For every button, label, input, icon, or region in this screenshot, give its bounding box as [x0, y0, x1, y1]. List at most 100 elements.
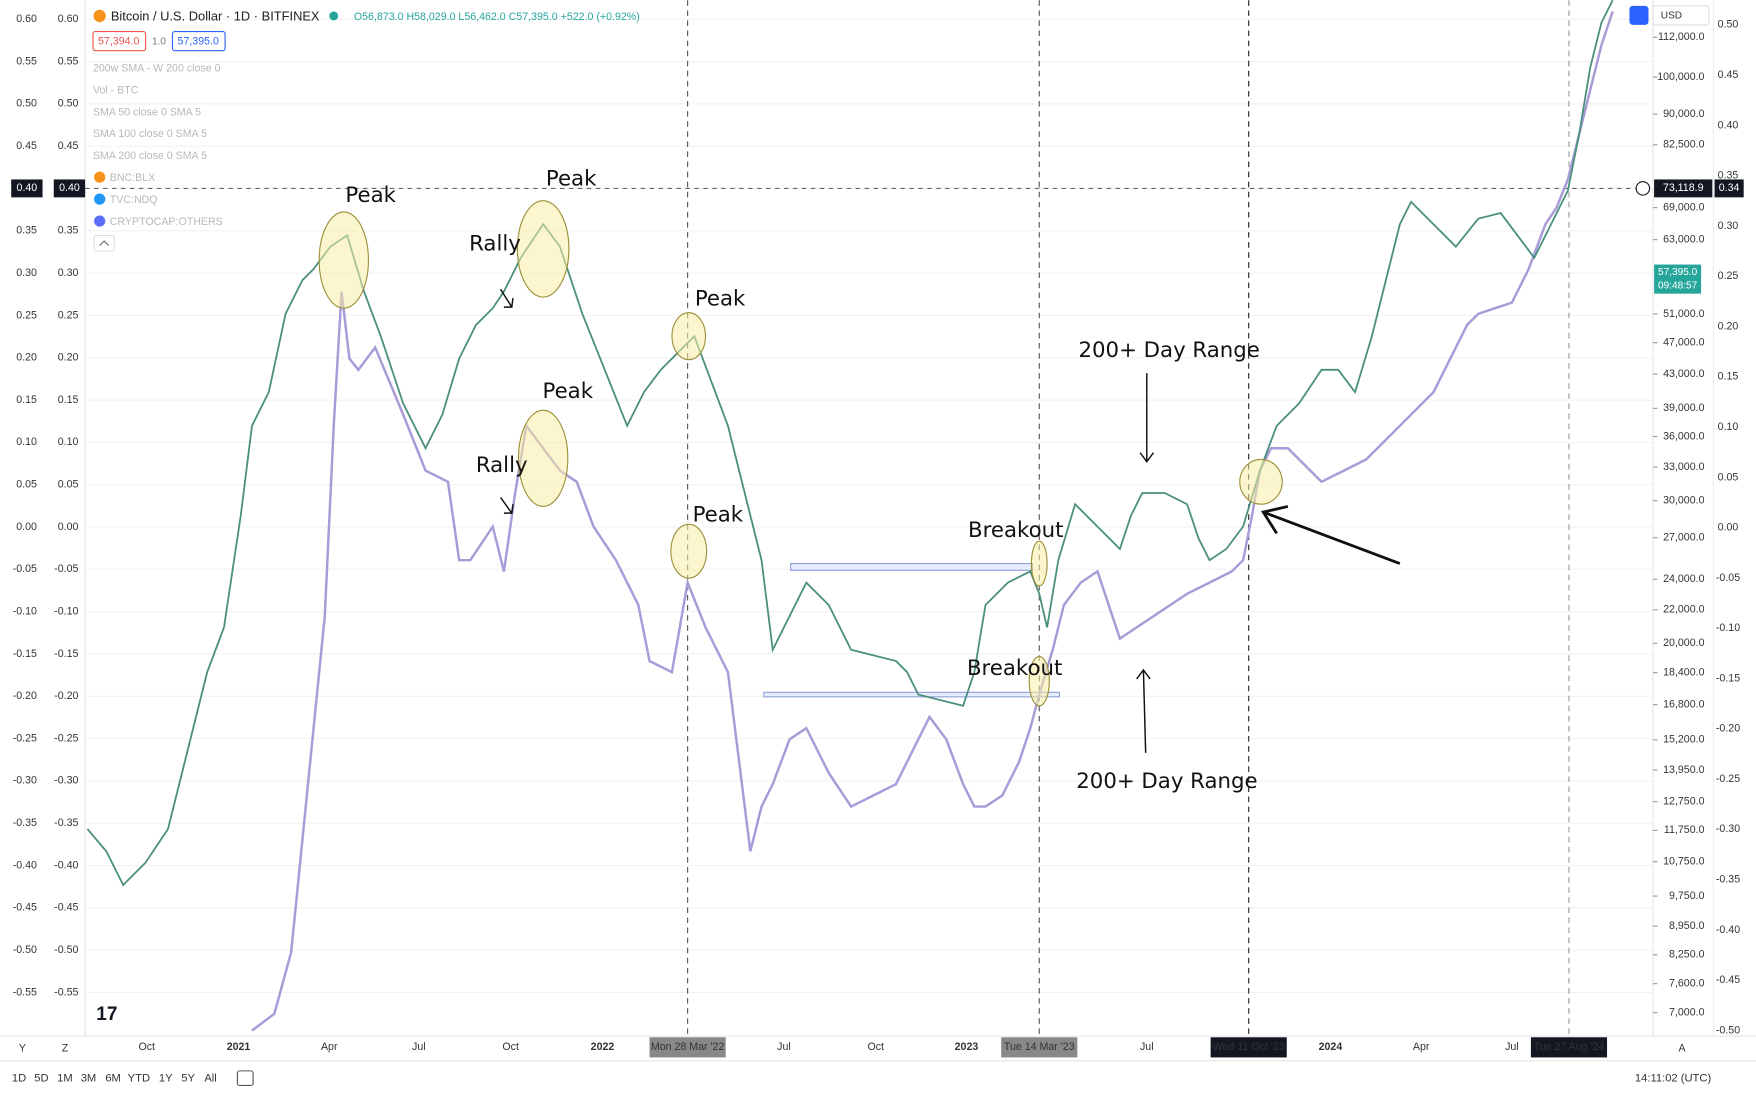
axis-label: 0.05	[16, 479, 37, 491]
axis-label: -0.50	[54, 944, 78, 956]
axis-label: 0.45	[58, 140, 79, 152]
axis-label: 0.25	[16, 309, 37, 321]
axis-label: 0.15	[1718, 371, 1739, 383]
crosshair-right: 0.34	[1719, 182, 1740, 194]
indicator-icon	[94, 171, 106, 183]
axes: 0.60 0.60 0.55 0.55 0.50 0.50 0.45 0.45 0.40 0.40…	[13, 13, 1740, 1036]
axis-label: 0.45	[1718, 69, 1739, 81]
price-label: 7,600.0	[1669, 978, 1705, 990]
highlight-ellipse	[516, 200, 570, 298]
axis-label: 0.10	[1718, 421, 1739, 433]
axis-label: -0.45	[54, 902, 78, 914]
currency[interactable]: USD	[1661, 11, 1682, 22]
add-button[interactable]	[1635, 181, 1651, 196]
axis-label: -0.35	[1716, 874, 1740, 886]
range-button[interactable]: 3M	[81, 1073, 97, 1085]
time-label: 2023	[955, 1041, 979, 1053]
axis-label: 0.00	[58, 521, 79, 533]
axis-label: 0.00	[16, 521, 37, 533]
axis-label: 0.05	[1718, 471, 1739, 483]
last-price-tag	[1654, 264, 1702, 294]
price-label: 11,750.0	[1664, 824, 1705, 836]
axis-label: -0.20	[54, 690, 78, 702]
countdown: 09:48:57	[1658, 280, 1698, 291]
range-box	[790, 562, 1034, 571]
axis-label: 0.35	[16, 225, 37, 237]
axis-label: 0.60	[58, 13, 79, 25]
range-button[interactable]: All	[204, 1073, 216, 1085]
arrow	[499, 288, 514, 308]
time-label: Mon 28 Mar '22	[651, 1041, 725, 1053]
axis-label: 0.55	[16, 55, 37, 67]
axis-label: 0.50	[58, 98, 79, 110]
price-label: 100,000.0	[1657, 71, 1704, 83]
axis-label: -0.05	[1716, 572, 1740, 584]
arrow	[1139, 373, 1155, 463]
annotation: Rally	[476, 453, 528, 478]
collapse-button[interactable]	[93, 234, 115, 252]
annotation: 200+ Day Range	[1076, 769, 1257, 794]
symbol-icon	[93, 9, 106, 23]
range-button[interactable]: 1D	[12, 1073, 26, 1085]
time-label: Oct	[138, 1041, 155, 1053]
highlight-ellipse	[1030, 540, 1048, 587]
arrow	[1261, 505, 1401, 565]
ohlc: O56,873.0 H58,029.0 L56,462.0 C57,395.0 …	[354, 11, 640, 23]
axis-label: -0.40	[13, 859, 37, 871]
axis-label: -0.30	[13, 775, 37, 787]
collapse-icon	[99, 240, 110, 246]
range-button[interactable]: YTD	[128, 1073, 150, 1085]
axis-label: 0.10	[58, 436, 79, 448]
indicator-list: 200w SMA - W 200 close 0 Vol - BTC SMA 50 …	[93, 62, 223, 228]
time-label: Apr	[321, 1041, 338, 1053]
price-label: 69,000.0	[1663, 201, 1704, 213]
time-label: Tue 27 Aug '24	[1534, 1041, 1605, 1053]
tv-logo: 17	[96, 1004, 117, 1025]
price-label: 30,000.0	[1663, 494, 1704, 506]
crosshair-left: 0.40	[17, 182, 38, 194]
axis-label: 0.05	[58, 479, 79, 491]
indicator-label: 200w SMA - W 200 close 0	[93, 62, 221, 74]
crosshair-tag	[1714, 179, 1744, 198]
axis-label: 0.30	[58, 267, 79, 279]
time-label: 2022	[591, 1041, 615, 1053]
axis-label: 0.35	[58, 225, 79, 237]
time-tag	[1530, 1037, 1608, 1058]
price-label: 7,000.0	[1669, 1006, 1705, 1018]
time-label: Wed 11 Oct '23	[1213, 1041, 1285, 1053]
highlight-ellipse	[318, 211, 370, 309]
ask[interactable]: 57,395.0	[178, 35, 219, 47]
axis-button[interactable]: Z	[62, 1042, 69, 1054]
range-button[interactable]: 1M	[57, 1073, 73, 1085]
range-button[interactable]: 5D	[34, 1073, 48, 1085]
annotation: Peak	[345, 183, 396, 208]
currency-select[interactable]	[1652, 5, 1710, 26]
bid[interactable]: 57,394.0	[98, 35, 139, 47]
buy-button[interactable]	[171, 31, 226, 52]
price-label: 20,000.0	[1663, 637, 1704, 649]
arrow	[1136, 668, 1151, 753]
highlight-ellipse	[671, 312, 707, 361]
range-button[interactable]: 1Y	[159, 1073, 173, 1085]
axis-label: -0.35	[13, 817, 37, 829]
axis-label: 0.10	[16, 436, 37, 448]
axis-button[interactable]: Y	[19, 1042, 26, 1054]
sell-button[interactable]	[92, 31, 147, 52]
range-box	[763, 691, 1060, 698]
annotation: Rally	[469, 231, 521, 256]
axis-label: 0.30	[16, 267, 37, 279]
axis-label: -0.20	[13, 690, 37, 702]
axis-button[interactable]: A	[1679, 1042, 1687, 1054]
crosshair-tag	[11, 179, 43, 198]
date-range-button[interactable]	[236, 1070, 254, 1086]
price-label: 51,000.0	[1663, 308, 1704, 320]
range-button[interactable]: 6M	[105, 1073, 121, 1085]
axis-label: -0.45	[1716, 974, 1740, 986]
axis-label: -0.40	[1716, 924, 1740, 936]
price-label: 27,000.0	[1663, 532, 1704, 544]
spread: 1.0	[152, 36, 166, 47]
price-label: 12,750.0	[1663, 795, 1704, 807]
sync-button[interactable]	[1629, 5, 1649, 25]
axis-label: -0.05	[54, 563, 78, 575]
range-button[interactable]: 5Y	[181, 1073, 195, 1085]
